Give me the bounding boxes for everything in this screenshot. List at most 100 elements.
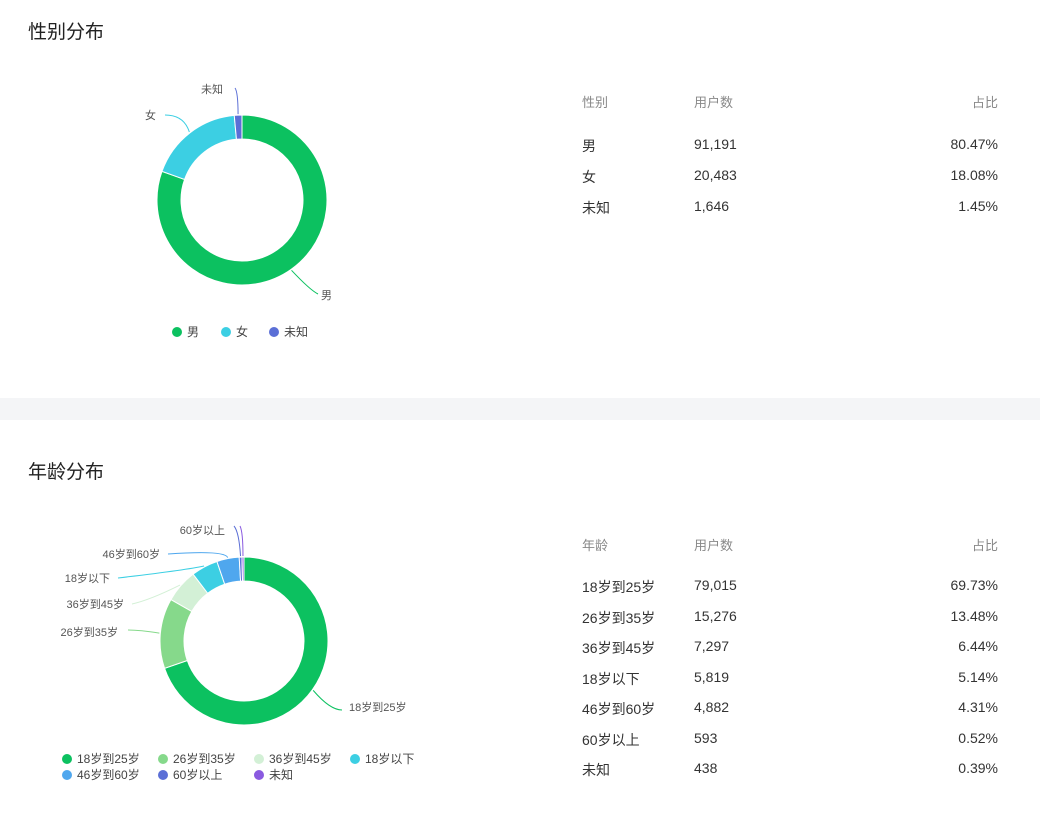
legend-dot-age-5 <box>158 769 168 780</box>
table-row: 60岁以上 593 0.52% <box>582 730 998 754</box>
table-row: 未知 1,646 1.45% <box>582 198 998 222</box>
table-cell-age-3-2: 5.14% <box>958 668 998 685</box>
leader-line-age-0 <box>312 690 343 711</box>
table-cell-age-2-2: 6.44% <box>958 638 998 654</box>
table-row: 18岁以下 5,819 5.14% <box>582 669 998 693</box>
leader-line-age-5 <box>233 525 242 557</box>
legend-label-age-6: 未知 <box>269 768 294 782</box>
slice-label-age-3: 18岁以下 <box>65 571 110 585</box>
table-cell-age-4-0: 46岁到60岁 <box>582 701 656 717</box>
table-cell-age-1-1: 15,276 <box>694 607 737 624</box>
table-row: 女 20,483 18.08% <box>582 167 998 191</box>
table-cell-gender-1-1: 20,483 <box>694 167 737 183</box>
legend-label-age-2: 36岁到45岁 <box>269 752 332 766</box>
gender-panel: 性别分布 男女未知 男女未知 性别 用户数 占比男 91,191 80.47% 女 20,4… <box>0 0 1040 398</box>
table-cell-age-0-1: 79,015 <box>694 577 737 593</box>
legend-dot-age-2 <box>254 753 264 764</box>
slice-gender-1[interactable] <box>161 114 237 181</box>
legend-item-age-4[interactable]: 46岁到60岁 <box>62 766 140 783</box>
gender-table: 性别 用户数 占比男 91,191 80.47% 女 20,483 18.08% 未知 1,646… <box>582 92 998 222</box>
table-cell-age-2-1: 7,297 <box>694 638 730 654</box>
table-cell-age-6-2: 0.39% <box>958 760 998 776</box>
legend-item-age-3[interactable]: 18岁以下 <box>350 750 414 767</box>
table-row: 18岁到25岁 79,015 69.73% <box>582 577 998 601</box>
slice-label-gender-0: 男 <box>321 290 332 302</box>
leader-line-gender-1 <box>164 114 190 133</box>
table-cell-gender-0-0: 男 <box>582 138 596 154</box>
legend-item-age-0[interactable]: 18岁到25岁 <box>62 750 140 767</box>
table-header-age-1: 用户数 <box>694 538 734 553</box>
table-cell-gender-1-0: 女 <box>582 169 596 185</box>
table-row: 男 91,191 80.47% <box>582 136 998 160</box>
legend-dot-gender-0 <box>172 326 182 337</box>
table-cell-age-1-2: 13.48% <box>950 607 998 624</box>
legend-label-age-1: 26岁到35岁 <box>173 752 236 766</box>
leader-line-age-6 <box>239 525 244 557</box>
table-cell-age-1-0: 26岁到35岁 <box>582 609 656 626</box>
table-cell-age-3-0: 18岁以下 <box>582 670 640 687</box>
slice-age-1[interactable] <box>159 598 193 669</box>
table-row: 36岁到45岁 7,297 6.44% <box>582 638 998 662</box>
slice-label-age-5: 60岁以上 <box>180 523 225 537</box>
table-cell-gender-1-2: 18.08% <box>950 167 998 183</box>
legend-dot-age-0 <box>62 753 72 764</box>
slice-label-gender-2: 未知 <box>201 82 223 96</box>
leader-line-gender-2 <box>234 87 239 115</box>
legend-label-age-5: 60岁以上 <box>173 768 223 782</box>
table-header-age-2: 占比 <box>971 538 998 553</box>
table-header-gender-2: 占比 <box>971 95 998 110</box>
table-cell-gender-0-1: 91,191 <box>694 136 737 152</box>
legend-label-gender-0: 男 <box>187 325 200 339</box>
legend-item-age-1[interactable]: 26岁到35岁 <box>158 750 236 767</box>
table-cell-gender-2-0: 未知 <box>582 200 610 216</box>
legend-item-gender-2[interactable]: 未知 <box>269 323 308 340</box>
legend-item-age-2[interactable]: 36岁到45岁 <box>254 750 332 767</box>
slice-gender-2[interactable] <box>233 114 243 140</box>
slice-label-age-4: 46岁到60岁 <box>103 547 160 561</box>
slice-gender-0[interactable] <box>156 114 328 286</box>
leader-line-age-3 <box>117 565 205 579</box>
table-cell-age-6-0: 未知 <box>582 762 610 778</box>
age-panel: 年龄分布 18岁到25岁 26岁到35岁 36岁到45岁 18岁以下 46岁到60岁 60… <box>0 420 1040 835</box>
table-cell-gender-0-2: 80.47% <box>950 136 998 152</box>
slice-label-gender-1: 女 <box>145 108 156 122</box>
table-row: 46岁到60岁 4,882 4.31% <box>582 699 998 723</box>
table-cell-age-3-1: 5,819 <box>694 668 730 685</box>
table-cell-gender-2-2: 1.45% <box>958 198 998 214</box>
legend-dot-gender-1 <box>221 326 231 337</box>
leader-line-age-4 <box>167 552 229 558</box>
legend-item-age-6[interactable]: 未知 <box>254 766 293 783</box>
table-row: 26岁到35岁 15,276 13.48% <box>582 608 998 632</box>
legend-label-age-0: 18岁到25岁 <box>77 752 140 766</box>
section-divider <box>0 398 1040 420</box>
legend-label-gender-1: 女 <box>236 325 249 339</box>
table-cell-age-5-1: 593 <box>694 729 718 746</box>
table-cell-age-0-2: 69.73% <box>950 577 998 593</box>
table-header-gender-0: 性别 <box>582 95 609 110</box>
slice-age-0[interactable] <box>163 556 329 726</box>
legend-item-age-5[interactable]: 60岁以上 <box>158 766 222 783</box>
gender-section-title: 性别分布 <box>28 22 105 43</box>
slice-label-age-2: 36岁到45岁 <box>67 597 124 611</box>
age-donut-chart: 18岁到25岁 26岁到35岁 36岁到45岁 18岁以下 46岁到60岁 60岁以上 <box>61 523 406 726</box>
legend-label-age-3: 18岁以下 <box>365 752 415 766</box>
legend-dot-age-1 <box>158 753 168 764</box>
age-section-title: 年龄分布 <box>28 462 105 483</box>
slice-label-age-0: 18岁到25岁 <box>349 700 406 714</box>
table-cell-age-4-1: 4,882 <box>694 699 730 715</box>
table-row: 未知 438 0.39% <box>582 760 998 784</box>
leader-line-gender-0 <box>291 269 319 295</box>
legend-dot-age-6 <box>254 769 264 780</box>
legend-item-gender-0[interactable]: 男 <box>172 323 199 340</box>
table-header-gender-1: 用户数 <box>694 95 734 110</box>
slice-age-6[interactable] <box>241 556 245 582</box>
leader-line-age-1 <box>127 629 160 634</box>
legend-label-gender-2: 未知 <box>284 325 309 339</box>
gender-donut-chart: 男 女 未知 <box>145 82 332 302</box>
legend-dot-age-3 <box>350 753 360 764</box>
slice-label-age-1: 26岁到35岁 <box>61 625 118 639</box>
table-cell-age-6-1: 438 <box>694 760 718 776</box>
table-cell-age-5-2: 0.52% <box>958 729 998 746</box>
table-cell-age-0-0: 18岁到25岁 <box>582 579 656 595</box>
legend-item-gender-1[interactable]: 女 <box>221 323 248 340</box>
